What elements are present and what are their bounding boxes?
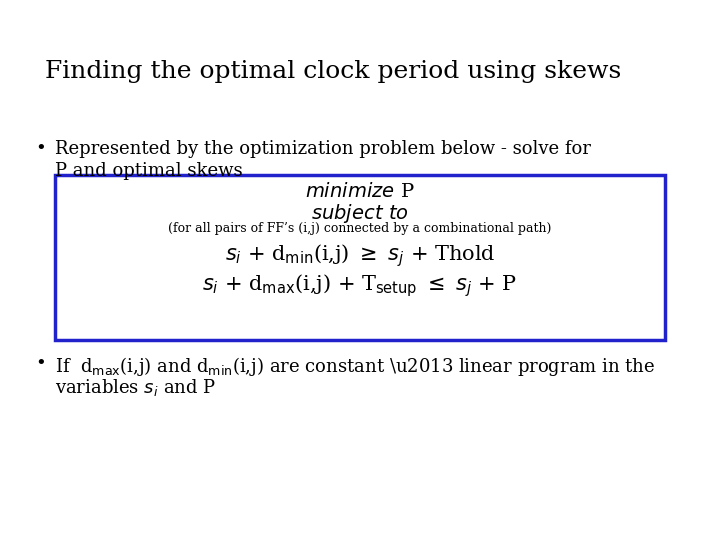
Text: P and optimal skews: P and optimal skews [55, 162, 243, 180]
Text: $s_i$ + d$_{\mathrm{max}}$(i,j) + T$_{\mathrm{setup}}$ $\leq$ $s_j$ + P: $s_i$ + d$_{\mathrm{max}}$(i,j) + T$_{\m… [202, 272, 518, 299]
Text: (for all pairs of FF’s (i,j) connected by a combinational path): (for all pairs of FF’s (i,j) connected b… [168, 222, 552, 235]
Text: $s_i$ + d$_{\mathrm{min}}$(i,j) $\geq$ $s_j$ + Thold: $s_i$ + d$_{\mathrm{min}}$(i,j) $\geq$ $… [225, 242, 495, 269]
Text: variables $s_i$ and P: variables $s_i$ and P [55, 377, 216, 398]
Text: Represented by the optimization problem below - solve for: Represented by the optimization problem … [55, 140, 591, 158]
Text: $\mathit{minimize}$ P: $\mathit{minimize}$ P [305, 182, 415, 201]
Text: $\mathit{subject\ to}$: $\mathit{subject\ to}$ [311, 202, 409, 225]
Text: If  d$_{\mathrm{max}}$(i,j) and d$_{\mathrm{min}}$(i,j) are constant \u2013 line: If d$_{\mathrm{max}}$(i,j) and d$_{\math… [55, 355, 655, 378]
Text: •: • [35, 140, 46, 158]
Bar [55, 175, 665, 340]
Text: •: • [35, 355, 46, 373]
Text: Finding the optimal clock period using skews: Finding the optimal clock period using s… [45, 60, 621, 83]
